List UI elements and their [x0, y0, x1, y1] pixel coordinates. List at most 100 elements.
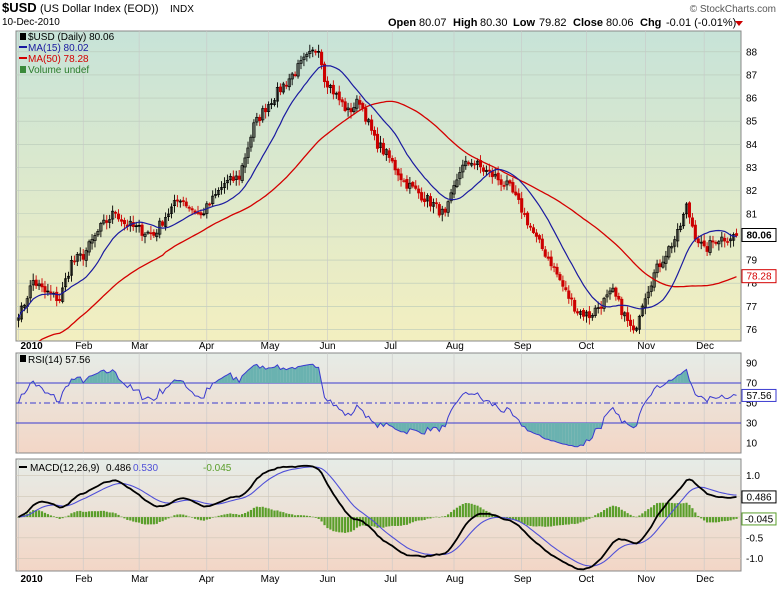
open-label: Open	[388, 17, 416, 29]
rsi-overbought-fill	[301, 365, 304, 383]
rsi-overbought-fill	[304, 365, 307, 383]
macd-histogram-bar	[268, 508, 270, 517]
macd-histogram-bar	[244, 513, 246, 517]
x-tick-label: Dec	[696, 574, 714, 585]
x-tick-label: May	[261, 341, 280, 352]
price-candle-body	[35, 280, 37, 285]
macd-tag: 0.486	[742, 491, 776, 504]
price-tick-label: 83	[746, 163, 758, 174]
macd-histogram-bar	[344, 517, 346, 533]
macd-histogram-bar	[76, 511, 78, 517]
rsi-oversold-fill	[542, 423, 545, 439]
price-candle-body	[238, 176, 240, 179]
macd-histogram-bar	[568, 517, 570, 524]
macd-histogram-bar	[538, 517, 540, 526]
price-tick-label: 82	[746, 186, 758, 197]
price-candle-body	[621, 299, 623, 314]
macd-histogram-bar	[256, 507, 258, 517]
macd-histogram-bar	[697, 516, 699, 517]
x-tick-label: Oct	[578, 574, 594, 585]
price-candle-body	[715, 242, 717, 243]
macd-histogram-bar	[721, 517, 723, 521]
price-candle-body	[397, 169, 399, 175]
macd-histogram-bar	[450, 512, 452, 517]
rsi-overbought-fill	[316, 367, 319, 383]
rsi-overbought-fill	[254, 364, 257, 383]
macd-histogram-bar	[41, 511, 43, 517]
macd-histogram-bar	[730, 517, 732, 520]
macd-histogram-bar	[173, 515, 175, 517]
high-label: High	[453, 17, 478, 29]
macd-histogram-bar	[524, 517, 526, 524]
price-candle-body	[135, 226, 137, 227]
rsi-tick-label: 90	[746, 359, 758, 370]
rsi-overbought-fill	[310, 364, 313, 383]
chg-label: Chg	[640, 17, 661, 29]
macd-histogram-bar	[197, 517, 199, 520]
price-candle-body	[56, 292, 58, 300]
macd-histogram-bar	[38, 510, 40, 517]
macd-legend-value: 0.486	[106, 463, 131, 474]
macd-histogram-bar	[588, 517, 590, 519]
macd-histogram-bar	[106, 512, 108, 517]
rsi-overbought-fill	[280, 368, 283, 383]
macd-histogram-bar	[694, 512, 696, 517]
macd-histogram-bar	[297, 515, 299, 517]
x-tick-label: 2010	[20, 574, 43, 585]
ma15-legend-item: MA(15) 80.02	[28, 43, 89, 54]
price-candle-body	[482, 168, 484, 172]
macd-histogram-bar	[644, 511, 646, 517]
x-tick-label: Apr	[199, 574, 215, 585]
price-candle-body	[400, 174, 402, 180]
macd-histogram-bar	[647, 509, 649, 517]
rsi-oversold-fill	[581, 423, 584, 445]
chart-date: 10-Dec-2010	[2, 17, 60, 28]
macd-histogram-bar	[194, 517, 196, 519]
macd-histogram-bar	[585, 517, 587, 520]
price-candle-body	[576, 312, 578, 313]
macd-histogram-bar	[385, 517, 387, 527]
low-value: 79.82	[539, 17, 567, 29]
macd-histogram-bar	[418, 517, 420, 520]
ma50-tag-text: 78.28	[746, 272, 771, 283]
rsi-tick-label: 30	[746, 419, 758, 430]
price-candle-body	[438, 204, 440, 215]
macd-histogram-bar	[709, 517, 711, 522]
macd-histogram-bar	[309, 516, 311, 517]
rsi-oversold-fill	[536, 423, 539, 435]
rsi-overbought-fill	[275, 365, 278, 383]
price-candle-body	[488, 170, 490, 171]
price-candle-body	[394, 160, 396, 170]
price-candle-body	[512, 182, 514, 192]
hist-tag-text: -0.045	[745, 514, 774, 525]
macd-histogram-bar	[179, 514, 181, 517]
macd-histogram-bar	[276, 510, 278, 517]
macd-histogram-bar	[462, 504, 464, 517]
macd-histogram-bar	[188, 517, 190, 518]
macd-histogram-bar	[603, 510, 605, 517]
macd-histogram-bar	[64, 517, 66, 518]
price-candle-body	[571, 298, 573, 299]
price-tick-label: 79	[746, 256, 758, 267]
x-tick-label: Jun	[319, 341, 335, 352]
macd-histogram-bar	[732, 517, 734, 519]
high-value: 80.30	[480, 17, 508, 29]
macd-histogram-bar	[618, 507, 620, 517]
price-tick-label: 85	[746, 117, 758, 128]
rsi-tag: 57.56	[742, 389, 776, 402]
macd-histogram-bar	[273, 511, 275, 518]
macd-histogram-bar	[265, 508, 267, 517]
rsi-overbought-fill	[307, 365, 310, 383]
price-candle-body	[350, 109, 352, 112]
macd-histogram-bar	[703, 517, 705, 520]
x-tick-label: Aug	[446, 574, 464, 585]
price-candle-body	[444, 209, 446, 212]
price-candle-body	[523, 213, 525, 214]
macd-histogram-bar	[50, 515, 52, 517]
macd-histogram-bar	[288, 514, 290, 517]
close-value: 80.06	[606, 17, 634, 29]
macd-histogram-bar	[426, 517, 428, 518]
rsi-legend-swatch	[20, 355, 26, 362]
price-candle-body	[632, 326, 634, 330]
price-candle-body	[323, 64, 325, 82]
